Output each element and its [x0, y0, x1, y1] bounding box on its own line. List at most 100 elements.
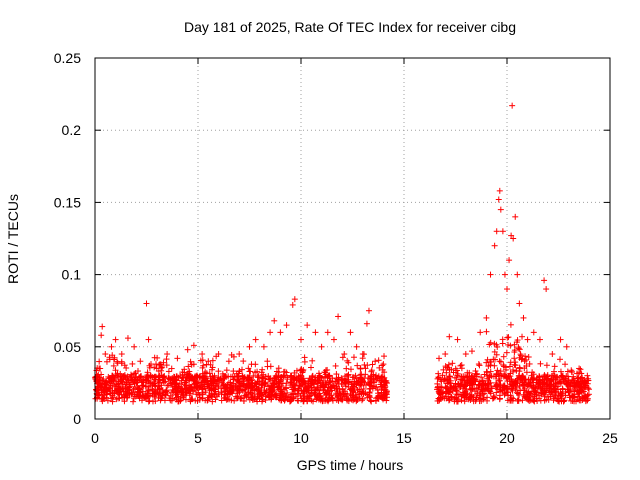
data-point-background — [286, 398, 293, 405]
data-point-background — [315, 380, 322, 387]
data-point-background — [515, 396, 522, 403]
data-point-background — [203, 370, 210, 377]
y-tick-label: 0.2 — [62, 122, 82, 138]
data-point-background — [551, 363, 558, 370]
data-point-background — [158, 372, 165, 379]
data-point-background — [529, 396, 536, 403]
data-point-background — [124, 394, 131, 401]
data-point-background — [358, 371, 365, 378]
data-point-background — [525, 353, 532, 360]
data-point-background — [473, 373, 480, 380]
data-point-background — [147, 361, 154, 368]
data-point-background — [504, 334, 511, 341]
data-point-background — [445, 361, 452, 368]
data-point-background — [458, 365, 465, 372]
data-point-background — [130, 386, 137, 393]
data-point-background — [526, 360, 533, 367]
data-point — [509, 102, 516, 109]
data-point-background — [280, 368, 287, 375]
data-point-background — [507, 359, 514, 366]
data-point-background — [202, 389, 209, 396]
data-point — [477, 329, 484, 336]
data-point-background — [118, 358, 125, 365]
data-point-background — [106, 390, 113, 397]
data-point — [462, 351, 469, 358]
data-point-background — [379, 362, 386, 369]
data-point-background — [168, 365, 175, 372]
data-point-background — [562, 361, 569, 368]
data-point — [298, 336, 304, 343]
data-point — [99, 323, 106, 330]
data-point-background — [344, 357, 351, 364]
data-point — [124, 335, 131, 342]
data-point-background — [308, 364, 315, 371]
data-point — [359, 351, 366, 358]
data-point-background — [369, 361, 376, 368]
data-point — [520, 314, 527, 321]
data-point-background — [155, 373, 162, 380]
data-point — [137, 358, 144, 365]
data-point-background — [472, 367, 479, 374]
data-point-background — [163, 356, 170, 363]
data-point-background — [453, 387, 460, 394]
data-point-background — [252, 361, 259, 368]
data-point-background — [139, 388, 146, 395]
data-point — [497, 206, 504, 213]
data-point — [557, 336, 564, 343]
data-point-background — [497, 358, 504, 365]
data-point-background — [250, 372, 257, 379]
data-point-background — [507, 321, 514, 328]
data-point — [512, 213, 519, 220]
data-point — [380, 361, 387, 368]
data-point — [283, 322, 290, 329]
data-point-background — [149, 398, 156, 405]
data-point — [267, 329, 274, 336]
data-point — [236, 351, 243, 358]
data-point — [487, 271, 494, 278]
data-point-background — [259, 398, 266, 405]
data-point-background — [110, 362, 117, 369]
data-point — [516, 300, 523, 307]
data-point — [493, 228, 500, 235]
data-point-background — [218, 397, 225, 404]
data-point-background — [543, 362, 550, 369]
data-point-background — [165, 368, 172, 375]
data-point-background — [528, 372, 535, 379]
data-point-background — [264, 363, 271, 370]
data-point-background — [233, 370, 240, 377]
data-point — [131, 343, 138, 350]
data-point-background — [523, 356, 530, 363]
data-point-background — [350, 354, 357, 361]
data-point — [174, 355, 181, 362]
y-axis-label: ROTI / TECUs — [5, 194, 21, 284]
data-point — [304, 322, 311, 329]
data-point-background — [129, 360, 136, 367]
data-point — [225, 358, 232, 365]
data-point-background — [181, 392, 188, 399]
data-point — [504, 286, 510, 293]
y-tick-labels: 0 0.05 0.1 0.15 0.2 0.25 — [54, 50, 81, 427]
axis-ticks — [94, 57, 611, 420]
data-point — [468, 348, 475, 355]
data-point-background — [530, 397, 537, 404]
data-point-background — [345, 372, 352, 379]
data-point-background — [233, 381, 240, 388]
data-point-background — [182, 379, 189, 386]
data-point-background — [480, 395, 487, 402]
data-points — [92, 102, 592, 405]
data-point — [347, 329, 354, 336]
data-point — [289, 301, 296, 308]
data-point-background — [557, 368, 564, 375]
data-point-background — [381, 353, 388, 360]
data-point — [143, 300, 150, 307]
data-point-background — [514, 390, 521, 397]
data-point-background — [582, 398, 589, 405]
data-point-background — [519, 333, 526, 340]
data-point — [372, 358, 379, 365]
data-point-background — [445, 393, 452, 400]
data-point-background — [209, 357, 216, 364]
data-point — [271, 317, 278, 324]
data-point-background — [367, 397, 374, 404]
data-point-background — [483, 328, 490, 335]
data-point-background — [476, 362, 483, 369]
